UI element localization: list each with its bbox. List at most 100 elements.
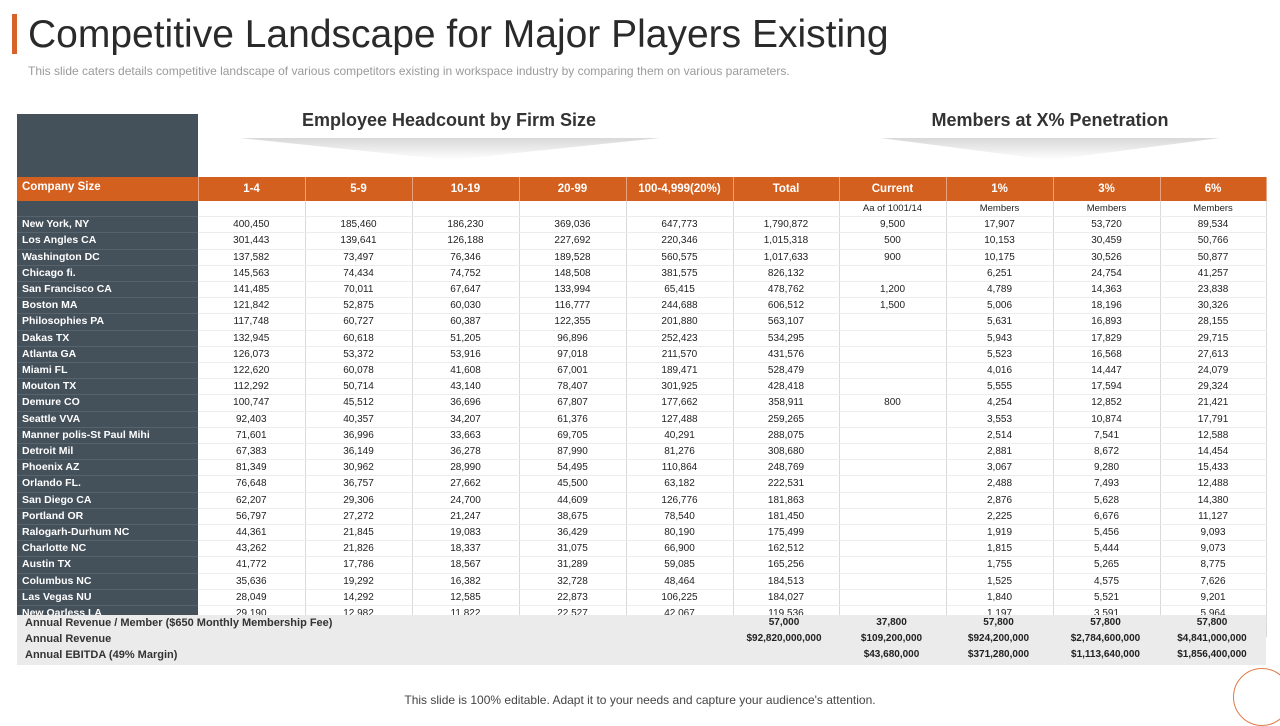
table-cell: 36,149: [305, 443, 413, 461]
table-cell: 59,085: [626, 556, 734, 574]
table-cell: 43,262: [198, 540, 306, 558]
table-cell: 19,292: [305, 573, 413, 590]
table-cell: 301,443: [198, 232, 306, 250]
table-cell: 81,276: [626, 443, 734, 461]
table-cell: 40,357: [305, 411, 413, 428]
table-cell: 53,372: [305, 346, 413, 364]
table-cell: 800: [839, 394, 947, 412]
table-row: Dakas TX 132,945 60,618 51,205 96,896 252,423…: [17, 330, 1267, 347]
table-cell: 100,747: [198, 394, 306, 412]
table-cell: 71,601: [198, 427, 306, 445]
table-row: San Diego CA 62,207 29,306 24,700 44,609 126,…: [17, 492, 1267, 509]
table-cell: 17,594: [1053, 378, 1161, 396]
table-cell: [839, 573, 947, 590]
table-cell: [839, 362, 947, 380]
table-cell: 35,636: [198, 573, 306, 590]
table-cell: 563,107: [733, 313, 840, 331]
table-cell: 5,265: [1053, 556, 1161, 574]
table-cell: 18,567: [412, 556, 520, 574]
table-cell: 29,715: [1160, 330, 1267, 347]
summary-row: Annual Revenue $92,820,000,000 $109,200,…: [17, 631, 1266, 647]
city-name-cell: San Francisco CA: [17, 281, 198, 299]
table-cell: 50,877: [1160, 249, 1267, 266]
table-cell: 36,757: [305, 475, 413, 493]
decorative-circle: [1233, 668, 1280, 726]
summary-value: 57,000: [768, 617, 800, 628]
table-cell: 7,493: [1053, 475, 1161, 493]
column-subheader: [733, 201, 840, 218]
table-cell: 2,881: [946, 443, 1054, 461]
table-cell: 1,815: [946, 540, 1054, 558]
table-cell: 9,073: [1160, 540, 1267, 558]
table-cell: 177,662: [626, 394, 734, 412]
table-row: New York, NY 400,450 185,460 186,230 369,036…: [17, 216, 1267, 234]
table-cell: 67,001: [519, 362, 627, 380]
table-cell: 45,512: [305, 394, 413, 412]
column-header: Company Size: [17, 177, 199, 201]
table-cell: 1,525: [946, 573, 1054, 590]
table-cell: 21,247: [412, 508, 520, 526]
summary-value: $4,841,000,000: [1177, 633, 1247, 644]
city-name-cell: Manner polis-St Paul Mihi: [17, 427, 198, 445]
city-name-cell: Detroit Mil: [17, 443, 198, 461]
table-cell: 21,845: [305, 524, 413, 542]
table-cell: 5,555: [946, 378, 1054, 396]
table-cell: 6,676: [1053, 508, 1161, 526]
table-cell: 2,876: [946, 492, 1054, 509]
table-cell: 14,292: [305, 589, 413, 607]
city-name-cell: Los Angles CA: [17, 232, 198, 250]
table-cell: 112,292: [198, 378, 306, 396]
table-cell: 14,454: [1160, 443, 1267, 461]
column-subheader: [412, 201, 520, 218]
table-cell: 8,775: [1160, 556, 1267, 574]
table-cell: [839, 524, 947, 542]
summary-value: 37,800: [876, 617, 907, 628]
summary-row: Annual EBITDA (49% Margin) $43,680,000 $…: [17, 647, 1266, 663]
column-subheader: Aa of 1001/14: [839, 201, 947, 218]
city-name-cell: Seattle VVA: [17, 411, 198, 428]
table-cell: 133,994: [519, 281, 627, 299]
table-cell: 27,613: [1160, 346, 1267, 364]
city-name-cell: Austin TX: [17, 556, 198, 574]
table-cell: 900: [839, 249, 947, 266]
table-cell: 10,153: [946, 232, 1054, 250]
table-cell: 126,073: [198, 346, 306, 364]
table-cell: 189,471: [626, 362, 734, 380]
city-name-cell: Portland OR: [17, 508, 198, 526]
summary-value: $924,200,000: [967, 633, 1030, 644]
group-header-headcount-shadow: [240, 138, 660, 160]
table-cell: 12,852: [1053, 394, 1161, 412]
table-cell: 126,776: [626, 492, 734, 509]
table-row: Charlotte NC 43,262 21,826 18,337 31,075 66,9…: [17, 540, 1267, 558]
table-cell: 21,826: [305, 540, 413, 558]
table-cell: 70,011: [305, 281, 413, 299]
table-cell: 3,067: [946, 459, 1054, 477]
table-cell: 73,497: [305, 249, 413, 266]
column-header: Current: [839, 177, 947, 201]
table-cell: 288,075: [733, 427, 840, 445]
table-cell: 60,387: [412, 313, 520, 331]
summary-value: $2,784,600,000: [1070, 633, 1141, 644]
table-cell: 41,772: [198, 556, 306, 574]
group-header-penetration: Members at X% Penetration: [931, 110, 1169, 130]
table-cell: 27,272: [305, 508, 413, 526]
table-cell: 127,488: [626, 411, 734, 428]
table-cell: 1,840: [946, 589, 1054, 607]
table-cell: 220,346: [626, 232, 734, 250]
table-cell: 67,383: [198, 443, 306, 461]
table-cell: 1,919: [946, 524, 1054, 542]
table-cell: 381,575: [626, 265, 734, 283]
city-name-cell: Ralogarh-Durhum NC: [17, 524, 198, 542]
table-row: Atlanta GA 126,073 53,372 53,916 97,018 211,5…: [17, 346, 1267, 364]
table-cell: 110,864: [626, 459, 734, 477]
table-cell: [839, 265, 947, 283]
city-name-cell: San Diego CA: [17, 492, 198, 509]
table-row: Manner polis-St Paul Mihi 71,601 36,996 33,…: [17, 427, 1267, 445]
table-cell: 428,418: [733, 378, 840, 396]
table-cell: 5,523: [946, 346, 1054, 364]
table-cell: 53,916: [412, 346, 520, 364]
summary-panel: Annual Revenue / Member ($650 Monthly Me…: [17, 615, 1266, 665]
table-cell: 534,295: [733, 330, 840, 347]
column-subheader: Members: [946, 201, 1054, 218]
table-cell: 647,773: [626, 216, 734, 234]
